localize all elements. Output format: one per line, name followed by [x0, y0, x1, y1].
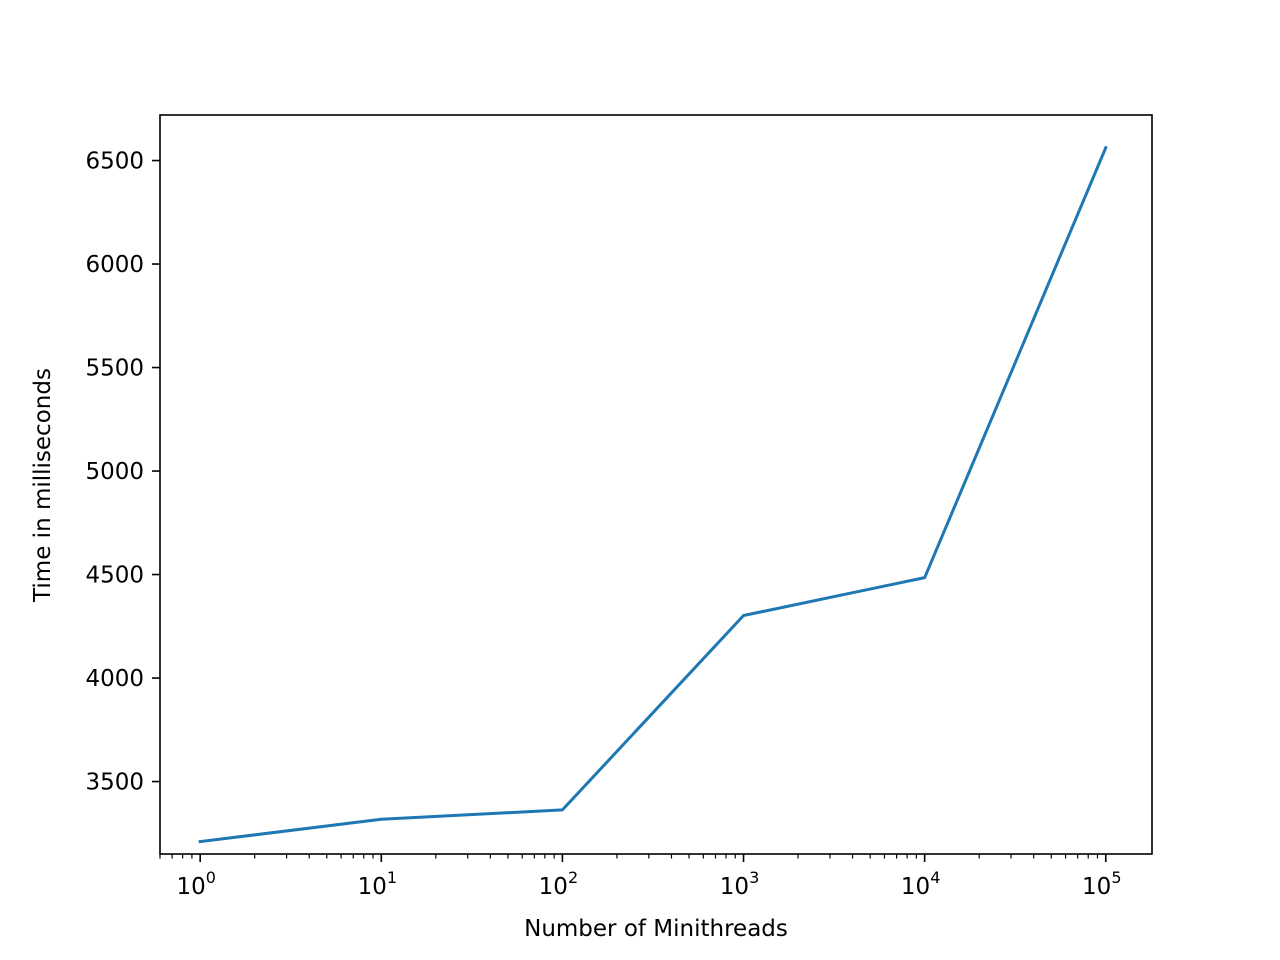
y-tick-label: 3500 — [85, 770, 144, 796]
x-tick-exponent: 1 — [387, 868, 397, 887]
x-tick-label: 100 — [176, 868, 215, 900]
x-tick-base: 10 — [901, 874, 930, 900]
series-line-time — [198, 145, 1108, 844]
x-tick-base: 10 — [539, 874, 568, 900]
x-tick-label: 101 — [358, 868, 397, 900]
ticks-layer: 100 101 102 103 104 1053500400045005000550060… — [85, 149, 1121, 900]
x-tick-base: 10 — [1082, 874, 1111, 900]
x-tick-exponent: 2 — [568, 868, 578, 887]
y-tick-label: 4500 — [85, 563, 144, 589]
x-tick-label: 105 — [1082, 868, 1121, 900]
y-tick-label: 5000 — [85, 459, 144, 485]
x-tick-exponent: 0 — [206, 868, 216, 887]
x-tick-exponent: 3 — [749, 868, 759, 887]
x-tick-label: 104 — [901, 868, 940, 900]
axes-frame — [159, 114, 1153, 855]
x-tick-base: 10 — [358, 874, 387, 900]
y-tick-label: 6000 — [85, 252, 144, 278]
x-tick-label: 102 — [539, 868, 578, 900]
x-tick-exponent: 4 — [930, 868, 940, 887]
y-tick-label: 4000 — [85, 666, 144, 692]
x-axis-label: Number of Minithreads — [524, 916, 788, 942]
y-axis-label: Time in milliseconds — [30, 368, 56, 603]
x-tick-base: 10 — [176, 874, 205, 900]
x-tick-exponent: 5 — [1111, 868, 1121, 887]
y-tick-label: 5500 — [85, 356, 144, 382]
y-tick-label: 6500 — [85, 149, 144, 175]
series-layer — [198, 145, 1108, 844]
x-tick-label: 103 — [720, 868, 759, 900]
x-tick-base: 10 — [720, 874, 749, 900]
